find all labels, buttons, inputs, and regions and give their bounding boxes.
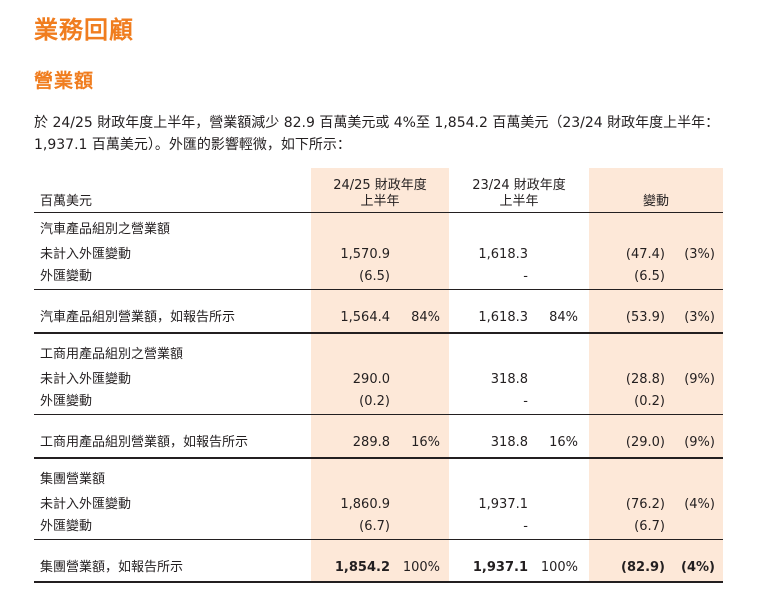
cell-current-value: 1,860.9 <box>340 497 390 512</box>
divider-rule <box>34 332 723 334</box>
cell-prior-value: - <box>523 394 528 409</box>
cell-current-pct: 84% <box>411 310 440 325</box>
cell-prior-value: 1,937.1 <box>478 497 528 512</box>
cell-prior-value: 1,618.3 <box>478 310 528 325</box>
cell-change-pct: (3%) <box>684 310 715 325</box>
col-change-header: 變動 <box>642 194 669 209</box>
row-label: 集團營業額 <box>40 472 106 487</box>
divider-rule <box>34 457 723 459</box>
cell-change-pct: (4%) <box>684 497 715 512</box>
cell-prior-value: 1,618.3 <box>478 247 528 262</box>
row-label: 未計入外匯變動 <box>40 372 132 387</box>
cell-current-value: 1,570.9 <box>340 247 390 262</box>
divider-rule <box>34 539 723 540</box>
cell-current-value: 1,564.4 <box>340 310 390 325</box>
row-label: 汽車產品組別營業額，如報告所示 <box>40 310 236 325</box>
cell-prior-pct: 16% <box>549 435 578 450</box>
cell-current-value: (0.2) <box>359 394 390 409</box>
cell-change-pct: (4%) <box>681 560 715 575</box>
cell-current-value: 289.8 <box>352 435 390 450</box>
cell-current-value: 1,854.2 <box>334 560 390 575</box>
row-label: 外匯變動 <box>40 269 93 284</box>
col-prior-header-2: 上半年 <box>499 194 539 209</box>
col-current-header-2: 上半年 <box>360 194 400 209</box>
cell-change-value: (0.2) <box>634 394 665 409</box>
cell-change-pct: (9%) <box>684 372 715 387</box>
cell-change-pct: (9%) <box>684 435 715 450</box>
section-title: 營業額 <box>34 70 95 92</box>
row-label: 工商用產品組別營業額，如報告所示 <box>40 435 249 450</box>
col-shade-change <box>589 168 723 582</box>
page-title: 業務回顧 <box>34 16 134 44</box>
cell-change-value: (53.9) <box>625 310 665 325</box>
col-current-header-1: 24/25 財政年度 <box>333 178 427 193</box>
cell-prior-value: 318.8 <box>490 435 528 450</box>
row-label: 汽車產品組別之營業額 <box>40 222 171 237</box>
divider-rule <box>34 414 723 415</box>
row-label: 未計入外匯變動 <box>40 497 132 512</box>
cell-current-value: 290.0 <box>352 372 390 387</box>
divider-rule <box>34 581 723 583</box>
col-shade-current <box>311 168 449 582</box>
intro-paragraph: 於 24/25 財政年度上半年，營業額減少 82.9 百萬美元或 4%至 1,8… <box>34 115 720 153</box>
unit-label: 百萬美元 <box>40 194 93 209</box>
cell-prior-value: - <box>523 519 528 534</box>
cell-prior-value: - <box>523 269 528 284</box>
cell-prior-value: 1,937.1 <box>472 560 528 575</box>
cell-prior-pct: 100% <box>540 560 578 575</box>
header-rule <box>34 212 723 213</box>
cell-change-value: (6.5) <box>634 269 665 284</box>
cell-change-value: (76.2) <box>625 497 665 512</box>
cell-prior-pct: 84% <box>549 310 578 325</box>
cell-current-value: (6.7) <box>359 519 390 534</box>
row-label: 集團營業額，如報告所示 <box>40 560 184 575</box>
cell-current-value: (6.5) <box>359 269 390 284</box>
cell-change-value: (47.4) <box>625 247 665 262</box>
row-label: 工商用產品組別之營業額 <box>40 347 184 362</box>
cell-change-value: (28.8) <box>625 372 665 387</box>
cell-current-pct: 100% <box>402 560 440 575</box>
cell-change-value: (6.7) <box>634 519 665 534</box>
cell-change-pct: (3%) <box>684 247 715 262</box>
row-label: 外匯變動 <box>40 519 93 534</box>
cell-change-value: (82.9) <box>621 560 665 575</box>
divider-rule <box>34 289 723 290</box>
cell-current-pct: 16% <box>411 435 440 450</box>
cell-prior-value: 318.8 <box>490 372 528 387</box>
row-label: 未計入外匯變動 <box>40 247 132 262</box>
row-label: 外匯變動 <box>40 394 93 409</box>
cell-change-value: (29.0) <box>625 435 665 450</box>
col-prior-header-1: 23/24 財政年度 <box>472 178 566 193</box>
